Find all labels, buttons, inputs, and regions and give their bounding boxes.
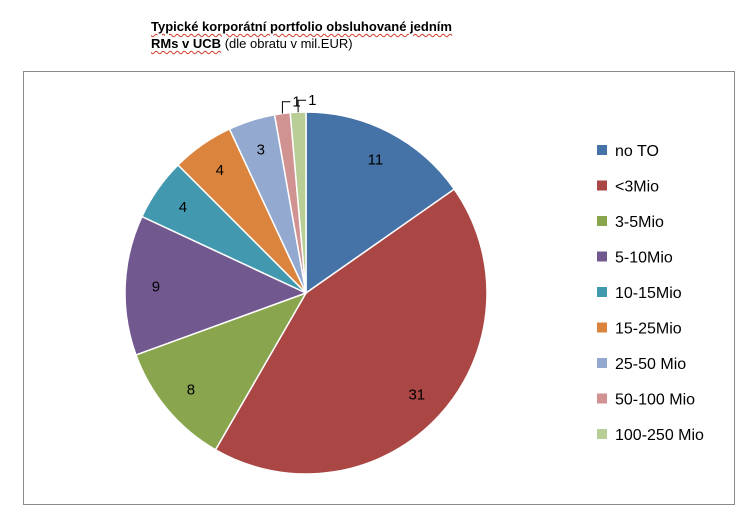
data-label-50-100-mio: 1 (292, 94, 300, 111)
data-label-25-50-mio: 3 (257, 142, 265, 159)
pie-slice-3-5mio (134, 291, 308, 451)
legend-swatch-100-250-mio (597, 429, 607, 439)
pie-slice-no-to (305, 111, 456, 295)
data-label-15-25mio: 4 (216, 162, 224, 179)
data-label-100-250-mio: 1 (308, 92, 316, 109)
legend-label-15-25mio: 15-25Mio (615, 321, 682, 338)
legend-label-3-5mio: 3-5Mio (615, 214, 664, 231)
chart-legend: no TO <3Mio 3-5Mio 5-10Mio 10-15Mio 15-25Mio 2… (597, 143, 704, 444)
legend-label-100-250-mio: 100-250 Mio (615, 427, 704, 444)
legend-swatch-5-10mio (597, 251, 607, 262)
legend-swatch-3-5mio (597, 216, 607, 226)
chart-title-line2: RMs v UCB (dle obratu v mil.EUR) (151, 35, 452, 52)
legend-label-25-50-mio: 25-50 Mio (615, 356, 686, 373)
legend-swatch-50-100-mio (597, 393, 607, 404)
legend-swatch-no-to (597, 145, 607, 155)
chart-subtitle-text: (dle obratu v mil.EUR) (221, 36, 353, 51)
legend-label-5-10mio: 5-10Mio (615, 250, 673, 267)
chart-title-line1: Typické korporátní portfolio obsluhované… (151, 18, 452, 35)
data-label-5-10mio: 9 (152, 278, 160, 295)
chart-title-text-1: Typické korporátní portfolio obsluhované… (151, 19, 452, 34)
pie-slice-5-10mio (124, 215, 308, 356)
legend-label-10-15mio: 10-15Mio (615, 285, 682, 302)
leader-line-100-250-mio (297, 99, 307, 113)
legend-swatch-25-50-mio (597, 358, 607, 368)
data-label-3mio: 31 (408, 387, 425, 404)
pie-slices (124, 111, 488, 475)
chart-title-text-2: RMs v UCB (151, 36, 222, 51)
legend-label-no-to: no TO (615, 143, 659, 160)
legend-swatch-15-25mio (597, 322, 607, 333)
data-label-3-5mio: 8 (187, 382, 195, 399)
pie-slice-3mio (214, 188, 488, 475)
legend-label-3mio: <3Mio (615, 179, 659, 196)
legend-label-50-100-mio: 50-100 Mio (615, 392, 695, 409)
data-label-no-to: 11 (368, 152, 384, 169)
chart-title: Typické korporátní portfolio obsluhované… (151, 18, 452, 52)
data-label-10-15mio: 4 (179, 199, 187, 216)
leader-line-50-100-mio (281, 101, 291, 114)
legend-swatch-3mio (597, 180, 607, 191)
legend-swatch-10-15mio (597, 287, 607, 297)
